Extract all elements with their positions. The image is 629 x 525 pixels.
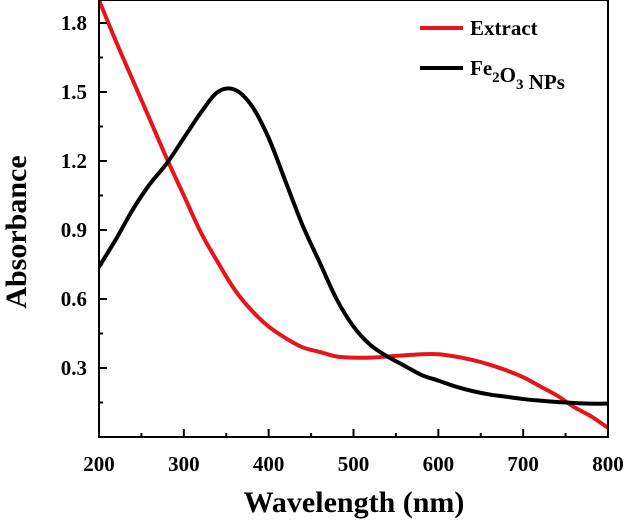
y-axis-title: Absorbance	[0, 155, 33, 308]
x-tick-label: 600	[423, 452, 455, 476]
x-tick-label: 800	[592, 452, 624, 476]
series-line-1	[99, 0, 608, 430]
y-tick-label: 0.6	[61, 287, 87, 311]
series-line-2	[99, 86, 608, 406]
x-tick-label: 300	[168, 452, 200, 476]
x-tick-label: 400	[253, 452, 285, 476]
legend-label-2: Fe2O3 NPs	[470, 56, 565, 94]
legend: Extract Fe2O3 NPs	[420, 16, 565, 94]
y-tick-label: 0.3	[61, 356, 87, 380]
legend-label-1: Extract	[470, 16, 538, 40]
x-tick-label: 500	[338, 452, 370, 476]
tick-labels: 200 300 400 500 600 700 800 0.3 0.6 0.9 1.2 1.5 1.8	[61, 11, 624, 476]
x-axis-title: Wavelength (nm)	[244, 486, 465, 519]
x-tick-label: 200	[83, 452, 115, 476]
y-tick-label: 1.2	[61, 149, 87, 173]
x-tick-label: 700	[507, 452, 539, 476]
y-tick-label: 0.9	[61, 218, 87, 242]
plot-frame	[98, 0, 609, 438]
y-tick-label: 1.8	[61, 11, 87, 35]
axis-ticks	[98, 22, 609, 437]
plot-lines	[99, 0, 608, 430]
y-tick-label: 1.5	[61, 80, 87, 104]
